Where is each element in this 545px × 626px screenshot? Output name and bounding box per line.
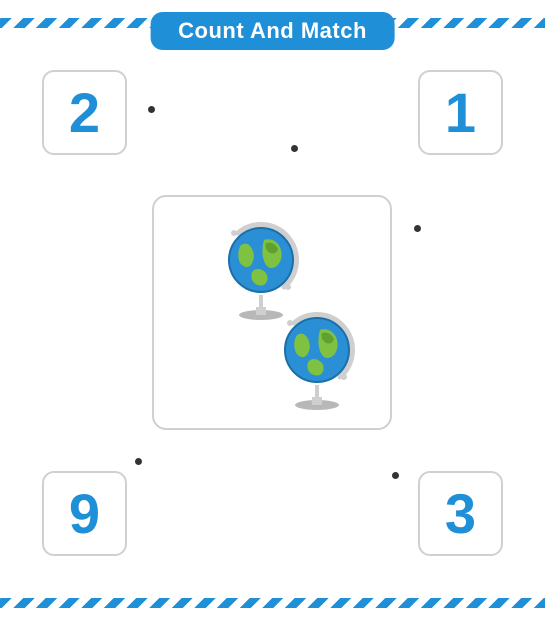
globe-icon xyxy=(272,305,362,415)
number-option-bottom-right[interactable]: 3 xyxy=(418,471,503,556)
connector-dot xyxy=(414,225,421,232)
number-option-bottom-left[interactable]: 9 xyxy=(42,471,127,556)
connector-dot xyxy=(148,106,155,113)
number-label: 2 xyxy=(69,80,100,145)
number-option-top-right[interactable]: 1 xyxy=(418,70,503,155)
connector-dot xyxy=(392,472,399,479)
decorative-stripe-bottom xyxy=(0,598,545,608)
connector-dot xyxy=(291,145,298,152)
connector-dot xyxy=(135,458,142,465)
number-label: 3 xyxy=(445,481,476,546)
page-title: Count And Match xyxy=(150,12,395,50)
counting-area xyxy=(152,195,392,430)
number-label: 9 xyxy=(69,481,100,546)
number-label: 1 xyxy=(445,80,476,145)
number-option-top-left[interactable]: 2 xyxy=(42,70,127,155)
